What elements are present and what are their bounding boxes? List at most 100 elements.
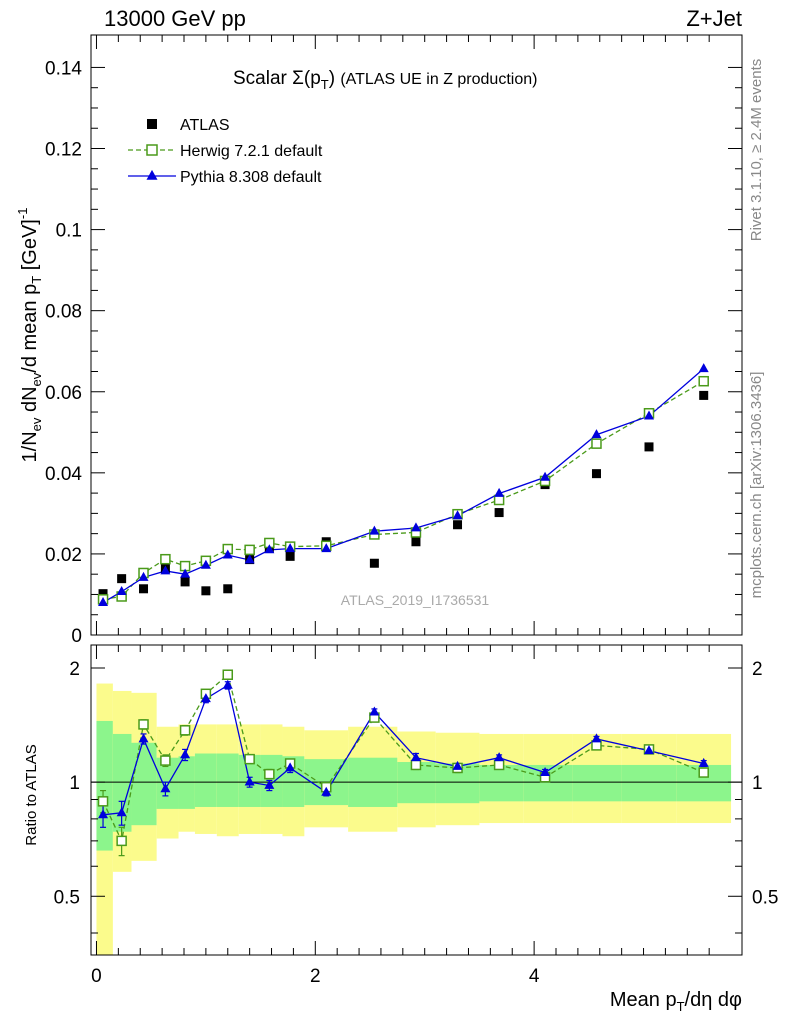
herwig-ratio-point	[244, 753, 255, 765]
pythia-point	[369, 525, 380, 535]
main-y-tick-label: 0	[71, 626, 82, 647]
band-inner-bin	[621, 764, 677, 802]
x-tick-label: 4	[529, 966, 540, 987]
axes-frames: 0 0.02 0.04 0.06 0.08 0.1 0.12 0.14 0 2 4 0.5 0.5 1 1 2…	[45, 34, 778, 987]
pythia-ratio-point	[452, 760, 463, 770]
pythia-ratio-point	[285, 762, 296, 772]
pythia-ratio-point	[644, 745, 654, 755]
herwig-ratio-point	[264, 768, 275, 780]
band-inner-bin	[96, 720, 113, 851]
atlas-point	[369, 558, 379, 568]
header-right: Z+Jet	[686, 6, 742, 31]
x-tick-label: 2	[310, 966, 321, 987]
main-title: Scalar Σ(pT) (ATLAS UE in Z production)	[233, 68, 537, 92]
pythia-ratio-point	[116, 807, 127, 817]
pythia-ratio-point	[494, 752, 505, 762]
atlas-point	[285, 551, 295, 561]
band-inner-bin	[479, 764, 524, 802]
pythia-point	[180, 568, 191, 578]
atlas-point	[117, 574, 127, 584]
pythia-point	[244, 554, 255, 564]
herwig-ratio-point	[493, 759, 505, 771]
pythia-ratio-point	[264, 779, 275, 789]
pythia-ratio-point	[200, 693, 211, 703]
pythia-point	[200, 559, 211, 569]
ratio-y-axis-label: Ratio to ATLAS	[23, 744, 40, 845]
ratio-y-tick-label-right: 0.5	[752, 887, 778, 908]
legend-label-atlas: ATLAS	[180, 117, 230, 134]
pythia-point	[264, 544, 275, 554]
legend-marker-atlas	[147, 119, 157, 129]
pythia-point	[98, 596, 109, 606]
atlas-point	[494, 508, 504, 518]
legend-marker-herwig	[146, 144, 158, 156]
ratio-y-tick-label-right: 1	[752, 773, 763, 794]
pythia-point	[410, 522, 421, 532]
legend-label-herwig: Herwig 7.2.1 default	[180, 143, 323, 160]
herwig-point	[591, 438, 602, 449]
main-y-tick-label: 0.08	[45, 302, 82, 323]
herwig-ratio-point	[160, 755, 171, 766]
ratio-y-tick-label-left: 2	[69, 659, 80, 680]
herwig-ratio-point	[410, 759, 422, 771]
pythia-point	[285, 543, 296, 553]
ratio-y-tick-label-left: 1	[69, 773, 80, 794]
pythia-point	[591, 429, 602, 439]
main-panel-marks	[97, 119, 709, 606]
rivet-label: Rivet 3.1.10, ≥ 2.4M events	[748, 59, 765, 242]
svg-text:Mean pT/dη dφ: Mean pT/dη dφ	[610, 989, 742, 1014]
pythia-ratio-point	[98, 809, 109, 819]
band-inner-bin	[572, 764, 622, 802]
atlas-point	[201, 586, 211, 596]
atlas-point	[411, 537, 421, 547]
header-left: 13000 GeV pp	[104, 6, 246, 31]
herwig-ratio-point	[179, 725, 191, 736]
main-y-axis-label: 1/Nev dNev/d mean pT [GeV]-1	[15, 208, 44, 463]
legend-label-pythia: Pythia 8.308 default	[180, 169, 322, 186]
pythia-point	[160, 565, 171, 575]
legend-marker-pythia	[146, 169, 158, 180]
x-axis-label: Mean pT/dη dφ	[610, 989, 742, 1014]
pythia-ratio-point	[698, 757, 709, 767]
pythia-point	[698, 363, 709, 373]
mcplots-label: mcplots.cern.ch [arXiv:1306.3436]	[748, 372, 765, 599]
atlas-point	[699, 390, 709, 400]
pythia-ratio-point	[369, 706, 380, 716]
pythia-ratio-point	[591, 733, 602, 743]
pythia-ratio-point	[410, 752, 421, 762]
herwig-point	[160, 553, 171, 565]
ratio-panel-marks	[97, 669, 709, 857]
main-y-tick-label: 0.14	[45, 58, 82, 79]
main-y-tick-label: 0.12	[45, 140, 82, 161]
svg-text:1/Nev dNev/d mean pT [GeV]-1: 1/Nev dNev/d mean pT [GeV]-1	[15, 208, 44, 463]
ratio-frame	[90, 644, 743, 956]
atlas-point	[591, 469, 601, 479]
pythia-point	[494, 487, 505, 497]
main-frame	[90, 34, 743, 636]
atlas-point	[453, 520, 463, 530]
pythia-point	[452, 510, 463, 520]
herwig-ratio-point	[116, 835, 127, 847]
band-inner-bin	[131, 742, 157, 826]
ratio-uncertainty-bands	[91, 683, 742, 955]
herwig-ratio-point	[97, 796, 109, 807]
x-tick-label: 0	[91, 966, 102, 987]
pythia-point	[321, 543, 332, 553]
atlas-point	[223, 584, 233, 594]
pythia-ratio-point	[138, 733, 149, 743]
atlas-point	[98, 589, 108, 599]
main-y-tick-label: 0.02	[45, 545, 82, 566]
herwig-ratio-point	[698, 767, 709, 778]
herwig-point	[244, 544, 255, 556]
herwig-line	[102, 380, 705, 600]
svg-text:Scalar Σ(pT) (ATLAS UE in Z pr: Scalar Σ(pT) (ATLAS UE in Z production)	[233, 68, 537, 92]
pythia-point	[222, 549, 233, 559]
pythia-point	[644, 410, 654, 420]
pythia-point	[116, 586, 127, 596]
atlas-point	[180, 577, 190, 587]
pythia-ratio-point	[321, 786, 332, 796]
pythia-ratio-point	[222, 679, 233, 689]
ratio-y-tick-label-left: 0.5	[54, 887, 80, 908]
main-y-tick-label: 0.04	[45, 464, 82, 485]
